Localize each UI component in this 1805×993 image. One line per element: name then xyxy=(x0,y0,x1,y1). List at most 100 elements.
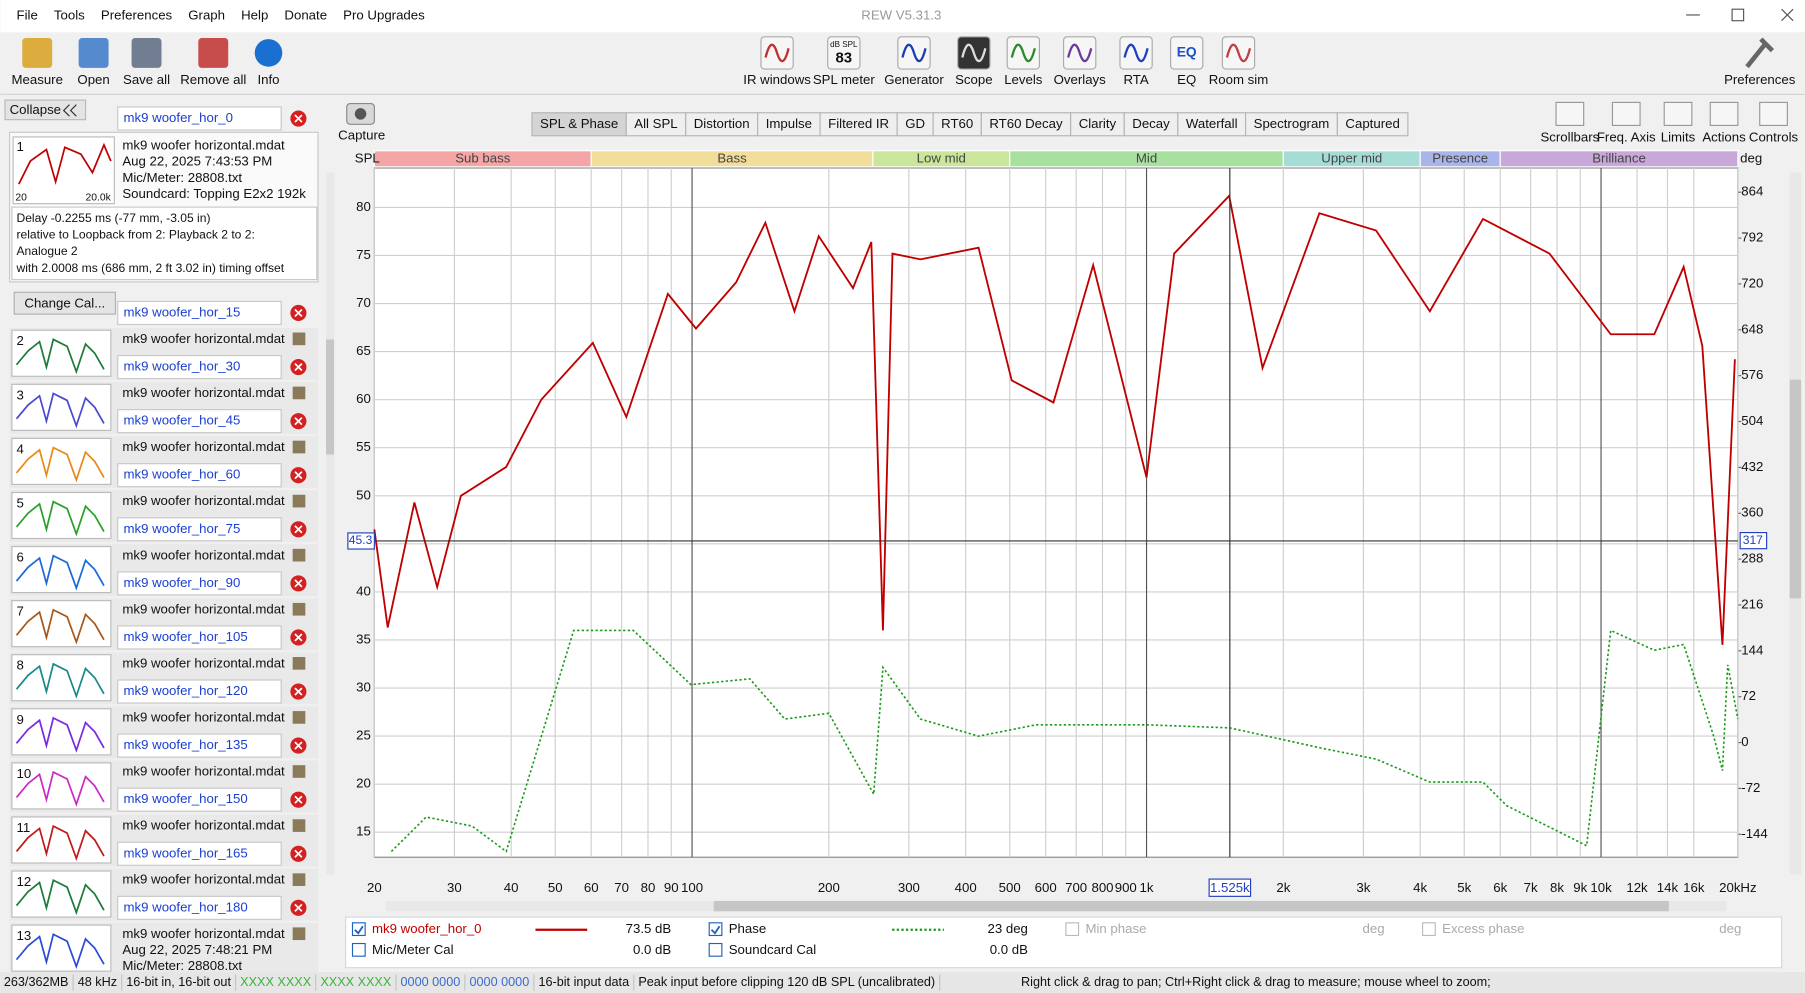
graph-tool-label[interactable]: Actions xyxy=(1702,130,1746,145)
graph-tab-label[interactable]: Impulse xyxy=(766,116,812,131)
menu-item[interactable]: File xyxy=(17,8,38,23)
legend-label[interactable]: Soundcard Cal xyxy=(729,942,817,957)
graph-tab-label[interactable]: SPL & Phase xyxy=(540,116,618,131)
name-field[interactable] xyxy=(117,463,282,488)
collapse-button[interactable] xyxy=(4,99,87,121)
measurement-name[interactable]: mk9 woofer_hor_105 xyxy=(124,629,248,644)
toolbar-button[interactable]: Measure xyxy=(12,72,63,87)
remove-x xyxy=(294,903,303,912)
sidebar-scroll-thumb[interactable] xyxy=(326,339,335,455)
measurement-name[interactable]: mk9 woofer_hor_15 xyxy=(124,304,241,319)
capture-label[interactable]: Capture xyxy=(338,127,385,142)
measurement-name[interactable]: mk9 woofer_hor_75 xyxy=(124,521,241,536)
measurement-index: 13 xyxy=(17,928,32,943)
measurement-name[interactable]: mk9 woofer_hor_180 xyxy=(124,899,248,914)
graph-tab-label[interactable]: Waterfall xyxy=(1186,116,1238,131)
menu-item[interactable]: Graph xyxy=(188,8,225,23)
legend-checkbox[interactable] xyxy=(708,942,723,957)
toolbar-button[interactable]: Scope xyxy=(955,72,992,87)
menu-item[interactable]: Pro Upgrades xyxy=(343,8,425,23)
sidebar-scrollbar[interactable] xyxy=(326,172,335,875)
name-field[interactable] xyxy=(117,895,282,920)
graph-tool-label[interactable]: Controls xyxy=(1749,130,1799,145)
measurement-name[interactable]: mk9 woofer_hor_30 xyxy=(124,359,241,374)
close-button[interactable] xyxy=(1781,8,1794,22)
toolbar-button[interactable]: Generator xyxy=(884,72,944,87)
graph-tool-label[interactable]: Freq. Axis xyxy=(1597,130,1656,145)
legend-label[interactable]: Excess phase xyxy=(1442,921,1524,936)
name-field[interactable] xyxy=(117,841,282,866)
name-field[interactable] xyxy=(117,409,282,434)
toolbar-button[interactable]: Info xyxy=(257,72,279,87)
checkmark xyxy=(710,925,721,935)
graph-tab-label[interactable]: RT60 Decay xyxy=(989,116,1063,131)
toolbar-button[interactable]: Overlays xyxy=(1054,72,1107,87)
legend-checkbox[interactable] xyxy=(351,942,366,957)
toolbar-button[interactable]: SPL meter xyxy=(813,72,876,87)
name-field[interactable] xyxy=(117,679,282,704)
menu-item[interactable]: Donate xyxy=(284,8,327,23)
toolbar-button[interactable]: Save all xyxy=(123,72,170,87)
toolbar-button[interactable]: IR windows xyxy=(743,72,811,87)
measurement-name[interactable]: mk9 woofer_hor_120 xyxy=(124,683,248,698)
graph-tool-label[interactable]: Limits xyxy=(1661,130,1696,145)
graph-vscroll-thumb[interactable] xyxy=(1789,379,1802,599)
legend-checkbox[interactable] xyxy=(1065,922,1080,937)
toolbar-button[interactable]: Preferences xyxy=(1724,72,1796,87)
toolbar-button[interactable]: EQ xyxy=(1177,72,1196,87)
maximize-button[interactable] xyxy=(1731,8,1745,22)
legend-label[interactable]: Mic/Meter Cal xyxy=(372,942,454,957)
graph-tab-label[interactable]: Clarity xyxy=(1079,116,1117,131)
name-field[interactable] xyxy=(117,517,282,542)
graph-tab-label[interactable]: Captured xyxy=(1345,116,1399,131)
legend-label[interactable]: mk9 woofer_hor_0 xyxy=(372,921,481,936)
measurement-name[interactable]: mk9 woofer_hor_60 xyxy=(124,467,241,482)
graph-tool-label[interactable]: Scrollbars xyxy=(1540,130,1599,145)
toolbar-button[interactable]: Room sim xyxy=(1209,72,1269,87)
graph-tab-label[interactable]: Decay xyxy=(1132,116,1170,131)
y2-tick-label: 0 xyxy=(1741,734,1748,749)
measurement-name[interactable]: mk9 woofer_hor_90 xyxy=(124,575,241,590)
legend-checkbox[interactable] xyxy=(1422,922,1436,937)
x-tick-label: 100 xyxy=(681,880,703,895)
legend-reading: 0.0 dB xyxy=(990,942,1028,957)
graph-tool-icon[interactable] xyxy=(1709,101,1739,126)
measurement-name[interactable]: mk9 woofer_hor_165 xyxy=(124,845,248,860)
legend-label[interactable]: Phase xyxy=(729,921,766,936)
name-field[interactable] xyxy=(117,571,282,596)
menu-item[interactable]: Help xyxy=(241,8,268,23)
measurement-name[interactable]: mk9 woofer_hor_0 xyxy=(124,110,233,125)
graph-tab[interactable] xyxy=(1336,112,1409,137)
graph-tab-label[interactable]: GD xyxy=(905,116,925,131)
name-field[interactable] xyxy=(117,733,282,758)
measurement-name[interactable]: mk9 woofer_hor_135 xyxy=(124,737,248,752)
graph-tool-icon[interactable] xyxy=(1555,101,1585,126)
graph-tool-icon[interactable] xyxy=(1759,101,1788,126)
graph-tool-icon[interactable] xyxy=(1611,101,1641,126)
graph-tool-icon[interactable] xyxy=(1663,101,1693,126)
graph-tab-label[interactable]: All SPL xyxy=(634,116,677,131)
delay-text: Delay -0.2255 ms (-77 mm, -3.05 in) xyxy=(17,211,211,225)
name-field[interactable] xyxy=(117,625,282,650)
measurement-name[interactable]: mk9 woofer_hor_150 xyxy=(124,791,248,806)
change-cal-button[interactable] xyxy=(13,291,117,315)
toolbar-button[interactable]: RTA xyxy=(1123,72,1148,87)
toolbar-button[interactable]: Remove all xyxy=(180,72,246,87)
toolbar-button[interactable]: Levels xyxy=(1004,72,1043,87)
name-field[interactable] xyxy=(117,300,282,326)
x-tick-label: 400 xyxy=(955,880,977,895)
name-field[interactable] xyxy=(117,354,282,380)
graph-tab-label[interactable]: Spectrogram xyxy=(1254,116,1330,131)
measurement-name[interactable]: mk9 woofer_hor_45 xyxy=(124,413,241,428)
menu-item[interactable]: Preferences xyxy=(101,8,173,23)
graph-hscroll-thumb[interactable] xyxy=(713,900,1669,912)
measurement-detail: Mic/Meter: 28808.txt xyxy=(122,170,242,185)
graph-tab-label[interactable]: Filtered IR xyxy=(828,116,889,131)
name-field[interactable] xyxy=(117,787,282,812)
name-field[interactable] xyxy=(117,106,282,131)
legend-label[interactable]: Min phase xyxy=(1085,921,1146,936)
toolbar-button[interactable]: Open xyxy=(77,72,109,87)
menu-item[interactable]: Tools xyxy=(54,8,85,23)
graph-tab-label[interactable]: Distortion xyxy=(694,116,750,131)
graph-tab-label[interactable]: RT60 xyxy=(941,116,973,131)
